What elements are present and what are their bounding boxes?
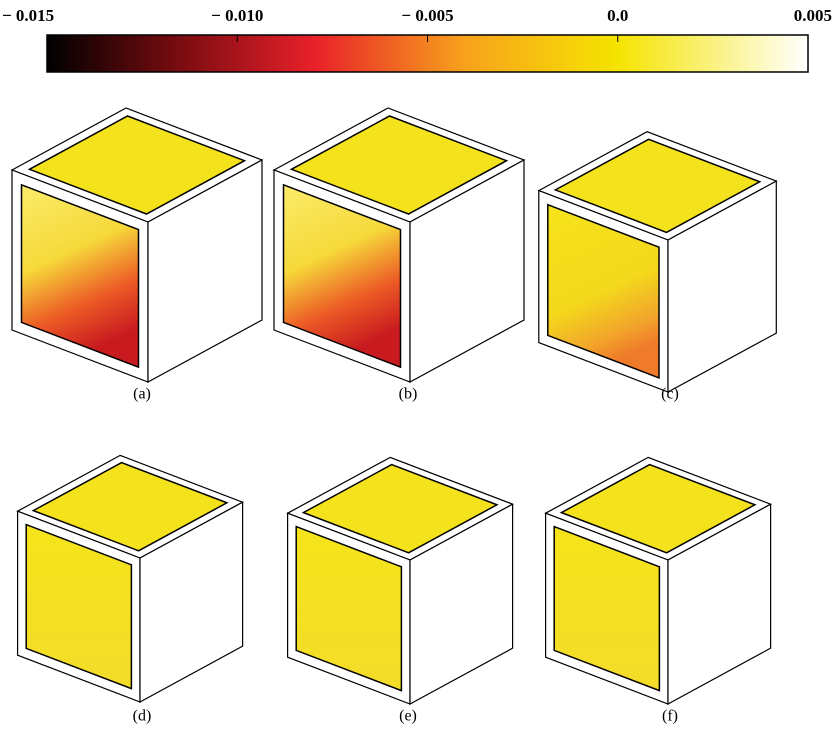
side-field [25, 523, 133, 690]
cube-face [409, 503, 514, 706]
tick-label: 0.0 [607, 6, 628, 25]
cube-face [409, 158, 525, 384]
tick-label: − 0.005 [401, 6, 453, 25]
top-field [559, 463, 757, 554]
cube-face [139, 501, 244, 704]
panel-label: (f) [662, 708, 678, 725]
side-field [553, 525, 661, 692]
cube-face [147, 158, 263, 384]
top-field [553, 138, 762, 234]
top-field [289, 115, 509, 215]
side-field [295, 525, 403, 692]
panel-label: (c) [661, 386, 679, 403]
side-field [20, 183, 140, 369]
cube [544, 456, 773, 706]
top-field [27, 115, 247, 215]
tick-label: − 0.010 [211, 6, 263, 25]
cube [272, 107, 526, 384]
cube [16, 454, 245, 704]
top-field [301, 463, 499, 554]
tick-label: − 0.015 [2, 6, 54, 25]
cube-face [667, 503, 772, 706]
side-field [282, 183, 402, 369]
panel-label: (e) [399, 708, 417, 725]
cube [537, 131, 778, 394]
cube [286, 456, 515, 706]
panel-label: (d) [133, 708, 152, 725]
tick-label: 0.005 [794, 6, 832, 25]
cube-face [667, 180, 777, 394]
panel-label: (b) [399, 386, 418, 403]
panel-label: (a) [133, 386, 151, 403]
side-field [547, 203, 660, 379]
cube [10, 107, 264, 384]
top-field [31, 461, 229, 552]
